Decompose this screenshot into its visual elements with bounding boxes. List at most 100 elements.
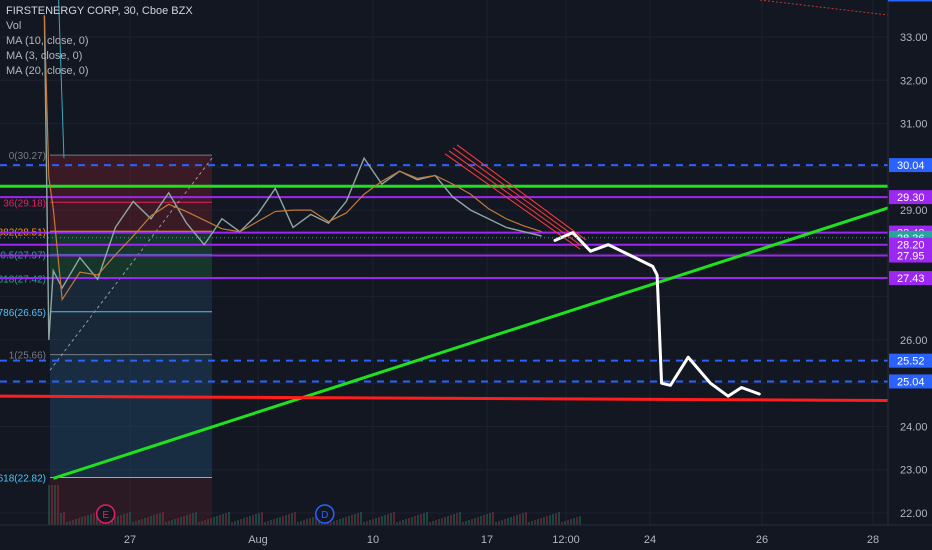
volume-bar [306,519,308,525]
volume-bar [468,520,470,525]
volume-bar [171,520,173,525]
volume-bar [399,521,401,525]
volume-bar [48,485,50,525]
volume-bar [225,513,227,525]
price-label: 25.04 [897,376,925,388]
volume-bar [147,517,149,525]
volume-bar [159,513,161,525]
volume-bar [339,519,341,525]
fib-zone-upper [50,155,212,232]
volume-bar [531,521,533,525]
volume-bar [240,519,242,525]
volume-bar [393,512,395,525]
volume-bar [237,520,239,525]
volume-bar [507,518,509,525]
volume-bar [138,520,140,525]
volume-bar [189,514,191,525]
volume-bar [144,518,146,525]
volume-bar [555,513,557,525]
volume-bar [258,513,260,525]
volume-bar [219,515,221,525]
volume-bar [267,521,269,525]
volume-bar [228,512,230,525]
volume-bar [132,522,134,525]
volume-bar [540,518,542,525]
volume-bar [246,517,248,525]
event-marker-label: D [321,510,328,521]
volume-bar [78,518,80,525]
volume-bar [186,515,188,525]
volume-bar [57,485,59,525]
fib-level-label: 618(27.42) [0,274,46,285]
x-tick-label: Aug [248,534,268,546]
volume-bar [63,512,65,525]
volume-bar [207,519,209,525]
trend-line-red-support[interactable] [0,394,889,402]
trend-line-green-uptrend[interactable] [52,206,889,480]
projection-path[interactable] [553,231,761,398]
chart-legend: FIRSTENERGY CORP, 30, Cboe BZX Vol MA (1… [6,4,193,79]
volume-bar [234,521,236,525]
price-label-badge [889,190,932,205]
volume-bar [87,515,89,525]
indicator-ma-3: MA (3, close, 0) [6,50,83,62]
volume-bar [312,517,314,525]
volume-bar [270,520,272,525]
volume-bar [519,514,521,525]
volume-bar [573,518,575,525]
volume-bar [114,517,116,525]
volume-bar [387,514,389,525]
volume-bar [450,515,452,525]
volume-bar [354,514,356,525]
volume-bar [516,515,518,525]
volume-bar [75,519,77,525]
descending-channel-line [448,150,583,247]
volume-bar [414,516,416,525]
volume-bar [453,514,455,525]
fib-level-label: 36(29.18) [3,198,46,209]
price-label: 29.30 [897,192,925,204]
x-tick-label: 12:00 [552,534,580,546]
volume-bar [111,518,113,525]
volume-bar [486,514,488,525]
volume-bar [96,512,98,525]
fib-level-label: 0(30.27) [9,151,46,162]
event-marker-D[interactable] [315,504,335,524]
volume-bar [315,516,317,525]
volume-bar [447,516,449,525]
fib-level-label: 618(22.82) [0,474,46,485]
volume-bar [402,520,404,525]
volume-bar [534,520,536,525]
volume-bar [231,522,233,525]
volume-bar [297,522,299,525]
x-tick-label: 27 [124,534,136,546]
fib-level-label: 786(26.65) [0,308,46,319]
volume-bar [543,517,545,525]
moving-average-spike [58,0,65,159]
volume-bar [366,521,368,525]
volume-bar [72,520,74,525]
volume-bar [201,521,203,525]
volume-bar [510,517,512,525]
volume-bar [345,517,347,525]
volume-bar [342,518,344,525]
volume-bar [279,517,281,525]
volume-bar [348,516,350,525]
volume-bar [174,519,176,525]
volume-bar [471,519,473,525]
volume-bar [417,515,419,525]
event-marker-E[interactable] [95,504,116,524]
fib-connector [49,157,213,371]
fib-zone-extension [50,354,212,478]
volume-bar [135,521,137,525]
volume-bar [195,512,197,525]
volume-bar [303,520,305,525]
y-tick-label: 32.00 [900,75,928,87]
y-tick-label: 31.00 [900,119,928,131]
volume-bar [546,516,548,525]
price-label-badge [889,353,932,368]
y-tick-label: 29.00 [900,205,928,217]
volume-bar [123,514,125,525]
